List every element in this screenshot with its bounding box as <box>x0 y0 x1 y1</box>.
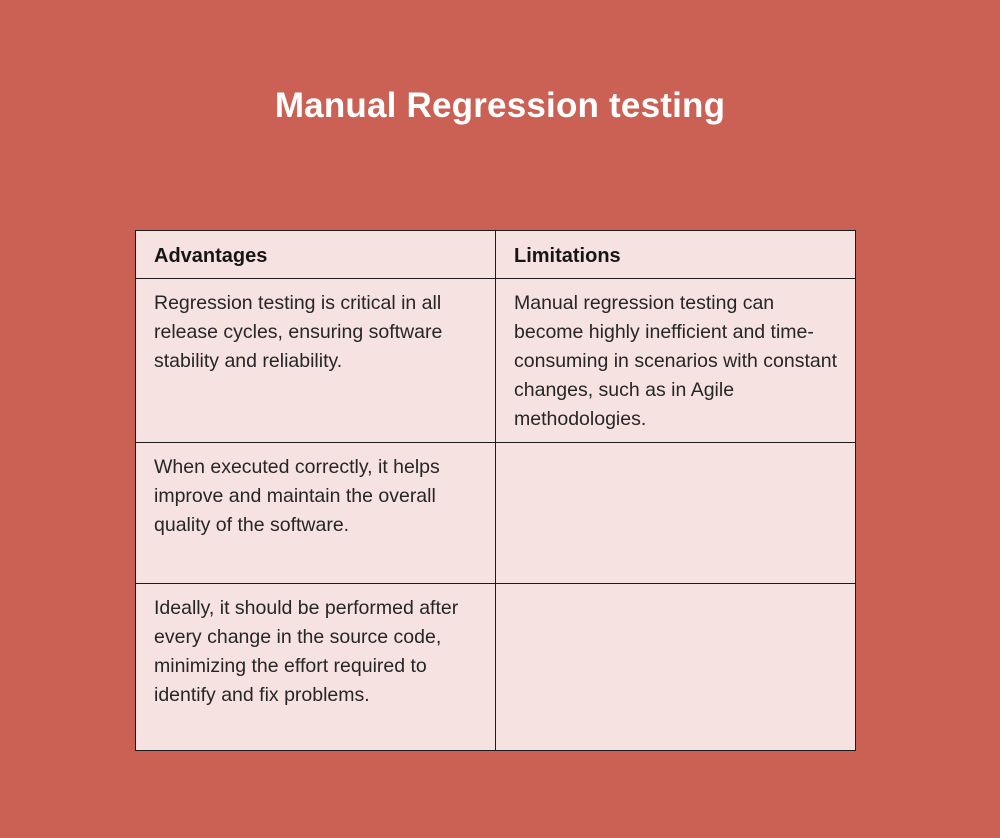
limitations-cell <box>495 583 856 751</box>
column-header-limitations: Limitations <box>495 230 856 279</box>
limitations-cell: Manual regression testing can become hig… <box>495 278 856 443</box>
comparison-table: Advantages Limitations Regression testin… <box>135 230 856 751</box>
page-title: Manual Regression testing <box>274 86 726 125</box>
table-row: Ideally, it should be performed after ev… <box>135 583 856 751</box>
limitations-cell <box>495 442 856 584</box>
table-row: When executed correctly, it helps improv… <box>135 442 856 584</box>
column-header-advantages: Advantages <box>135 230 496 279</box>
advantages-cell: Ideally, it should be performed after ev… <box>135 583 496 751</box>
advantages-cell: When executed correctly, it helps improv… <box>135 442 496 584</box>
advantages-cell: Regression testing is critical in all re… <box>135 278 496 443</box>
table-row: Regression testing is critical in all re… <box>135 278 856 443</box>
table-header-row: Advantages Limitations <box>135 230 856 279</box>
